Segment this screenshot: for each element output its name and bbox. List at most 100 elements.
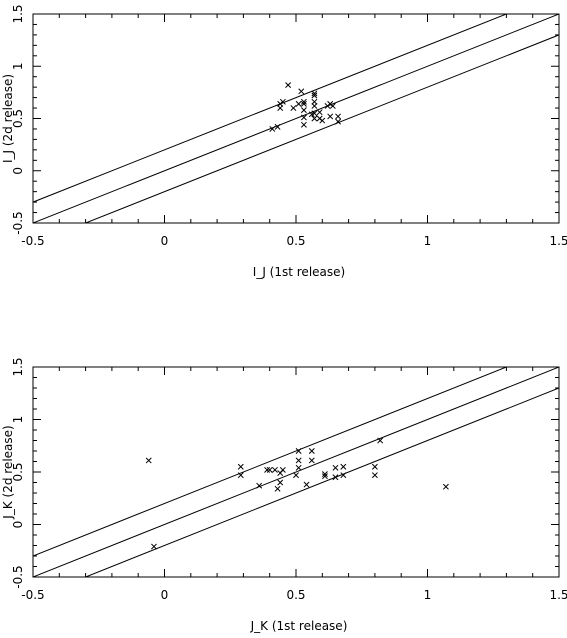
- data-point-stroke: [237, 463, 244, 470]
- data-point-stroke: [300, 114, 307, 121]
- reference-line: [33, 367, 508, 557]
- y-axis-label: I_J (2d release): [1, 74, 15, 163]
- data-point-stroke: [295, 448, 302, 454]
- data-point: [300, 121, 307, 128]
- data-point-stroke: [371, 463, 378, 470]
- data-point-stroke: [311, 90, 318, 97]
- data-point-stroke: [327, 113, 334, 120]
- data-point-stroke: [274, 485, 281, 492]
- data-point-stroke: [442, 483, 449, 490]
- data-point-stroke: [145, 457, 152, 464]
- x-tick-label: -0.5: [21, 588, 44, 602]
- data-point: [300, 98, 307, 105]
- data-point-stroke: [279, 466, 286, 473]
- data-point: [256, 482, 263, 489]
- data-point: [290, 105, 297, 112]
- data-point: [332, 464, 339, 471]
- data-point-stroke: [308, 457, 315, 464]
- y-tick-label: 0.5: [11, 109, 25, 128]
- x-tick-label: 1: [424, 588, 432, 602]
- data-point: [274, 485, 281, 492]
- data-point-stroke: [295, 457, 302, 464]
- data-point: [279, 98, 286, 105]
- y-tick-label: 1.5: [11, 357, 25, 376]
- data-point-stroke: [311, 92, 318, 99]
- data-point-stroke: [311, 110, 318, 117]
- data-point-stroke: [311, 115, 318, 122]
- data-point-stroke: [151, 543, 157, 550]
- data-point-stroke: [316, 109, 323, 116]
- data-point: [277, 479, 284, 486]
- data-point: [300, 100, 307, 107]
- data-point: [340, 463, 347, 470]
- data-point: [335, 113, 342, 120]
- data-point-stroke: [290, 105, 297, 112]
- data-point-stroke: [279, 98, 286, 105]
- reference-line: [84, 34, 559, 223]
- data-point: [311, 103, 318, 109]
- data-point-stroke: [300, 107, 307, 114]
- data-point: [300, 114, 307, 121]
- y-tick-label: 1: [11, 62, 25, 70]
- data-point: [327, 113, 334, 120]
- reference-line: [84, 387, 559, 577]
- x-tick-label: 0: [161, 588, 169, 602]
- chart-panel-1: -0.5 0 0.5 1 1.5 -0.5 0 0.5 1 1.5 I_J (1st release…: [1, 4, 567, 279]
- reference-line: [33, 14, 559, 223]
- data-point: [295, 100, 302, 107]
- data-point: [316, 109, 323, 116]
- data-point-stroke: [269, 125, 276, 132]
- data-point: [371, 472, 378, 479]
- data-point-stroke: [335, 118, 342, 125]
- y-tick-label: 1: [11, 416, 25, 424]
- data-point-stroke: [300, 121, 307, 128]
- x-axis-label: J_K (1st release): [250, 619, 348, 633]
- data-point: [300, 107, 307, 114]
- y-tick-label: 1.5: [11, 4, 25, 23]
- x-tick-label: 1.5: [549, 588, 567, 602]
- data-point: [321, 471, 328, 478]
- data-point-stroke: [329, 103, 336, 109]
- data-point: [311, 90, 318, 97]
- x-tick-label: 1.5: [549, 234, 567, 248]
- data-point: [303, 481, 310, 488]
- data-point-stroke: [340, 463, 347, 470]
- data-point-stroke: [340, 472, 347, 479]
- data-point-stroke: [303, 481, 310, 488]
- data-point: [442, 483, 449, 490]
- data-point: [264, 466, 271, 473]
- x-tick-label: 0.5: [286, 234, 305, 248]
- data-point-stroke: [300, 98, 307, 105]
- y-tick-label: 0: [11, 521, 25, 529]
- data-point-stroke: [277, 479, 284, 486]
- data-point: [295, 457, 302, 464]
- data-point: [335, 118, 342, 125]
- data-point: [371, 463, 378, 470]
- data-point-stroke: [295, 100, 302, 107]
- data-point: [266, 466, 273, 473]
- data-point-stroke: [264, 466, 271, 473]
- x-tick-label: -0.5: [21, 234, 44, 248]
- data-point-stroke: [332, 464, 339, 471]
- data-point: [237, 463, 244, 470]
- data-point-stroke: [285, 82, 292, 89]
- x-tick-label: 1: [424, 234, 432, 248]
- data-point: [272, 466, 278, 473]
- data-point: [377, 437, 384, 444]
- data-point-stroke: [332, 474, 339, 481]
- data-point-stroke: [298, 88, 305, 95]
- data-point: [311, 92, 318, 99]
- data-point: [319, 117, 326, 124]
- data-point-stroke: [321, 471, 328, 478]
- data-point: [340, 472, 347, 479]
- data-point: [274, 123, 281, 130]
- data-point-stroke: [293, 472, 299, 479]
- y-tick-label: 0.5: [11, 462, 25, 481]
- data-point-stroke: [371, 472, 378, 479]
- reference-line: [33, 14, 508, 203]
- data-point: [308, 457, 315, 464]
- data-point: [151, 543, 157, 550]
- data-point-stroke: [321, 473, 328, 480]
- y-tick-label: -0.5: [11, 565, 25, 588]
